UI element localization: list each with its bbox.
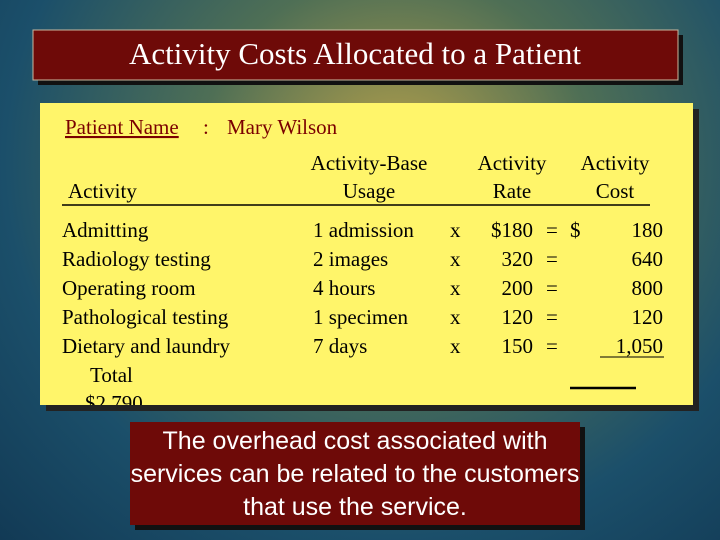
- patient-separator: :: [203, 115, 209, 139]
- column-header: Activity: [478, 151, 547, 175]
- equals: =: [546, 247, 558, 271]
- column-header: Rate: [493, 179, 531, 203]
- rate: 200: [502, 276, 534, 300]
- panel: [40, 103, 693, 405]
- rate: 120: [502, 305, 534, 329]
- column-header: Activity: [68, 179, 137, 203]
- equals: =: [546, 305, 558, 329]
- activity: Radiology testing: [62, 247, 211, 271]
- rate: $180: [491, 218, 533, 242]
- title-box: [32, 29, 679, 81]
- cost: 800: [632, 276, 664, 300]
- cost: 120: [632, 305, 664, 329]
- cost: 1,050: [616, 334, 663, 358]
- panel-content: Patient Name : Mary Wilson Activity Activ…: [62, 115, 664, 415]
- rate: 320: [502, 247, 534, 271]
- usage: 7 days: [313, 334, 367, 358]
- usage: 1 admission: [313, 218, 414, 242]
- currency: $: [570, 218, 581, 242]
- times: x: [450, 218, 461, 242]
- column-header: Activity: [581, 151, 650, 175]
- times: x: [450, 247, 461, 271]
- equals: =: [546, 334, 558, 358]
- activity: Pathological testing: [62, 305, 229, 329]
- total-value: $2,790: [85, 391, 143, 415]
- patient-label: Patient Name: [65, 115, 179, 139]
- equals: =: [546, 218, 558, 242]
- activity: Dietary and laundry: [62, 334, 230, 358]
- usage: 1 specimen: [313, 305, 409, 329]
- times: x: [450, 276, 461, 300]
- column-header: Cost: [596, 179, 635, 203]
- total-label: Total: [90, 363, 133, 387]
- title: Activity Costs Allocated to a Patient: [129, 36, 581, 71]
- usage: 2 images: [313, 247, 388, 271]
- note: The overhead cost associated with servic…: [130, 422, 580, 525]
- cost: 180: [632, 218, 664, 242]
- rate: 150: [502, 334, 534, 358]
- usage: 4 hours: [313, 276, 375, 300]
- column-header: Activity-Base: [311, 151, 428, 175]
- equals: =: [546, 276, 558, 300]
- activity: Operating room: [62, 276, 196, 300]
- activity: Admitting: [62, 218, 149, 242]
- times: x: [450, 334, 461, 358]
- times: x: [450, 305, 461, 329]
- cost: 640: [632, 247, 664, 271]
- patient-name: Mary Wilson: [227, 115, 338, 139]
- column-header: Usage: [343, 179, 395, 203]
